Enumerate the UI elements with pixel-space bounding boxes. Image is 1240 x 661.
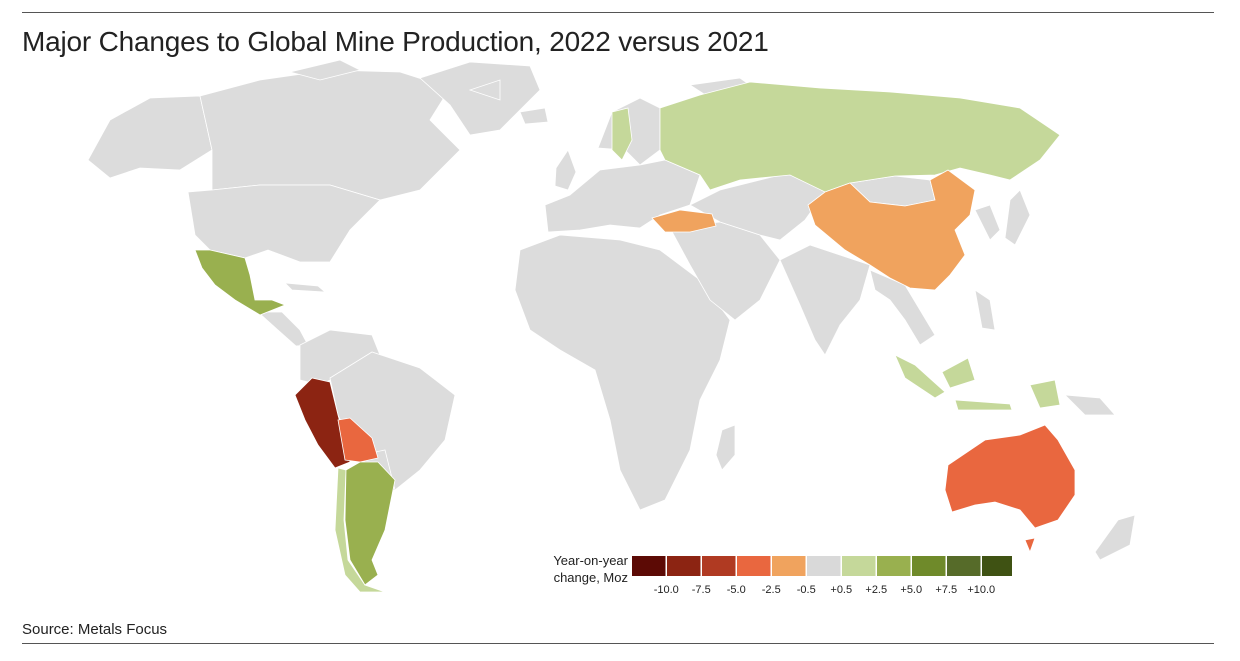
country-argentina [344, 461, 396, 586]
bottom-rule [22, 643, 1214, 644]
legend-tick-label: -10.0 [654, 584, 679, 596]
country-iceland [519, 107, 549, 125]
legend-swatch [947, 556, 981, 576]
country-central-america [256, 311, 309, 347]
legend-tick-label: +7.5 [935, 584, 957, 596]
legend-title: Year-on-year change, Moz [520, 552, 628, 586]
color-legend: -10.0 -7.5 -5.0 -2.5 -0.5 +0.5 +2.5 +5.0 +7.5 +10… [632, 556, 1012, 596]
country-usa [187, 184, 381, 263]
country-mexico [194, 249, 287, 316]
country-africa [514, 234, 731, 511]
country-cuba [283, 282, 327, 293]
country-australia [944, 424, 1076, 554]
country-china [807, 169, 976, 291]
country-southeast-asia [869, 269, 936, 346]
legend-tick-label: -2.5 [762, 584, 781, 596]
country-sweden [611, 107, 633, 161]
legend-swatch [667, 556, 701, 576]
legend-title-line2: change, Moz [553, 570, 628, 585]
country-india [779, 244, 871, 356]
legend-tick-label: +10.0 [967, 584, 995, 596]
country-indonesia [894, 354, 1061, 411]
legend-swatch [737, 556, 771, 576]
highlighted-countries [194, 81, 1076, 593]
legend-tick-label: -5.0 [727, 584, 746, 596]
legend-tick-label: -7.5 [692, 584, 711, 596]
legend-tick-label: +0.5 [830, 584, 852, 596]
country-greenland [419, 61, 541, 136]
legend-swatch [807, 556, 841, 576]
country-madagascar [715, 424, 736, 471]
page-title: Major Changes to Global Mine Production,… [22, 26, 769, 57]
country-russia [659, 81, 1061, 193]
country-chile [334, 467, 386, 593]
legend-title-line1: Year-on-year [553, 553, 628, 568]
country-europe-mainland [544, 159, 701, 233]
legend-swatch [877, 556, 911, 576]
country-uk-ireland [554, 149, 577, 191]
country-canada [199, 69, 461, 201]
country-turkey [651, 209, 717, 233]
country-philippines-png [974, 289, 1116, 416]
country-bolivia [337, 417, 379, 463]
country-korea-japan [974, 189, 1031, 246]
legend-tick-label: +5.0 [900, 584, 922, 596]
legend-tick-label: +2.5 [865, 584, 887, 596]
source-note: Source: Metals Focus [22, 621, 168, 638]
legend-swatch [632, 556, 666, 576]
top-rule [22, 12, 1214, 13]
legend-swatch [982, 556, 1012, 576]
legend-swatch [842, 556, 876, 576]
country-alaska [87, 95, 213, 179]
legend-tick-label: -0.5 [797, 584, 816, 596]
legend-swatch [912, 556, 946, 576]
country-new-zealand [1094, 514, 1136, 561]
legend-swatch [772, 556, 806, 576]
legend-swatch [702, 556, 736, 576]
